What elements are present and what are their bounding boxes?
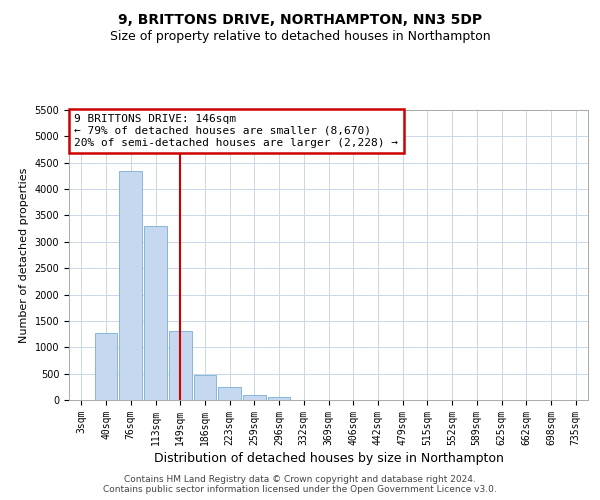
Bar xyxy=(218,388,241,400)
Text: 9 BRITTONS DRIVE: 146sqm
← 79% of detached houses are smaller (8,670)
20% of sem: 9 BRITTONS DRIVE: 146sqm ← 79% of detach… xyxy=(74,114,398,148)
Bar xyxy=(119,170,142,400)
Bar xyxy=(144,226,167,400)
Bar xyxy=(243,394,266,400)
Bar xyxy=(169,332,191,400)
X-axis label: Distribution of detached houses by size in Northampton: Distribution of detached houses by size … xyxy=(154,452,503,465)
Bar xyxy=(95,333,118,400)
Bar xyxy=(268,396,290,400)
Text: 9, BRITTONS DRIVE, NORTHAMPTON, NN3 5DP: 9, BRITTONS DRIVE, NORTHAMPTON, NN3 5DP xyxy=(118,12,482,26)
Text: Size of property relative to detached houses in Northampton: Size of property relative to detached ho… xyxy=(110,30,490,43)
Bar xyxy=(194,374,216,400)
Text: Contains HM Land Registry data © Crown copyright and database right 2024.
Contai: Contains HM Land Registry data © Crown c… xyxy=(103,474,497,494)
Y-axis label: Number of detached properties: Number of detached properties xyxy=(19,168,29,342)
